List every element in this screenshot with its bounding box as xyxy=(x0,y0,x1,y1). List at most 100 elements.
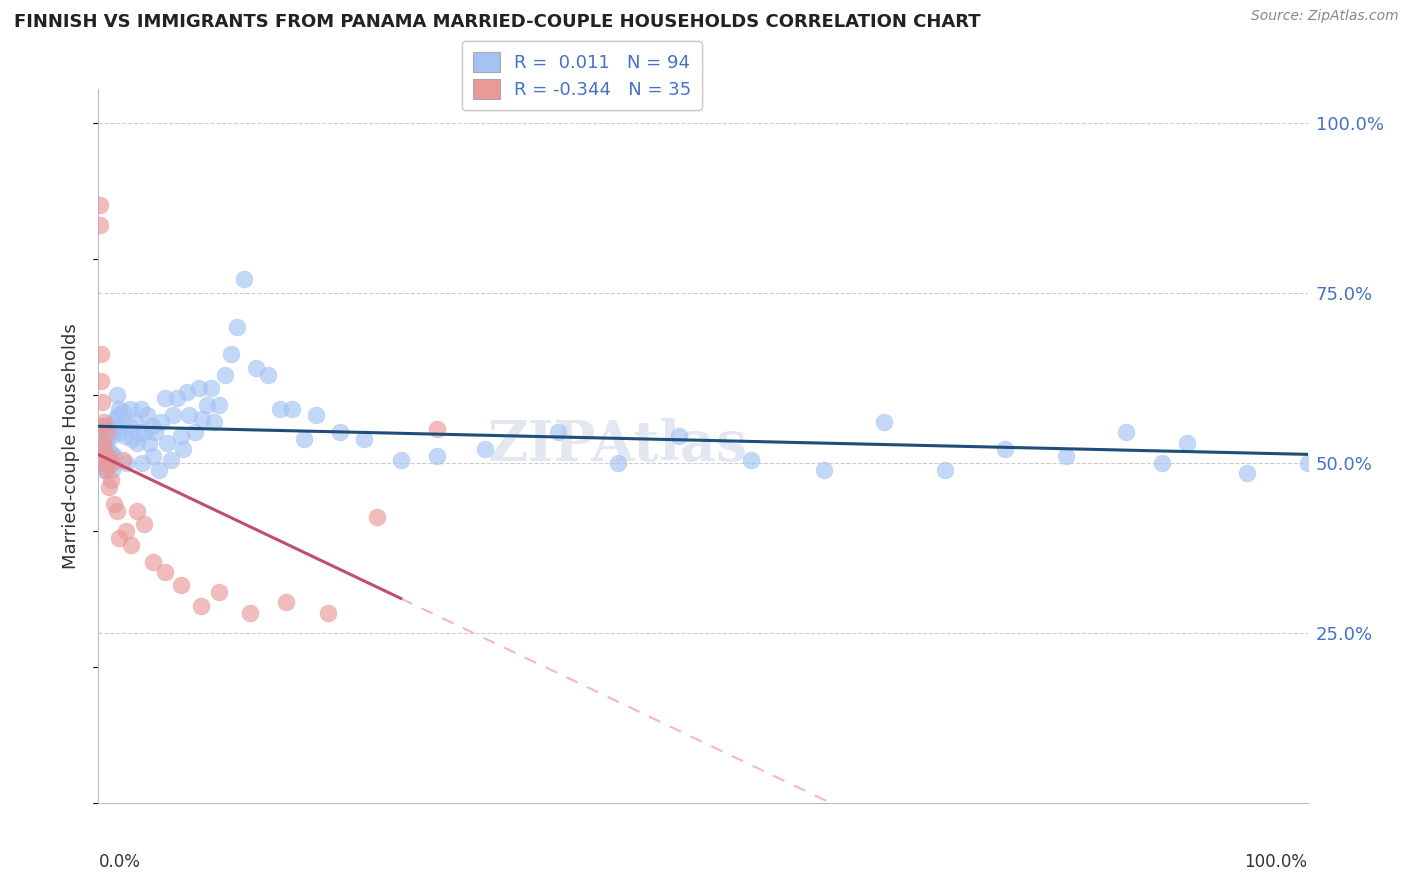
Point xyxy=(256,368,278,382)
Point xyxy=(269,401,291,416)
Point xyxy=(96,456,118,470)
Point xyxy=(127,503,149,517)
Point xyxy=(96,425,118,440)
Point xyxy=(191,412,214,426)
Point xyxy=(100,446,122,460)
Point xyxy=(190,599,212,613)
Point xyxy=(118,418,141,433)
Point xyxy=(1115,425,1137,440)
Y-axis label: Married-couple Households: Married-couple Households xyxy=(62,323,80,569)
Point xyxy=(100,456,122,470)
Text: Source: ZipAtlas.com: Source: ZipAtlas.com xyxy=(1251,9,1399,23)
Point xyxy=(103,497,125,511)
Point xyxy=(101,418,124,433)
Point xyxy=(934,463,956,477)
Point xyxy=(97,449,120,463)
Point xyxy=(127,425,149,440)
Point xyxy=(184,425,207,440)
Point xyxy=(98,446,121,460)
Point xyxy=(89,198,111,212)
Point xyxy=(89,439,111,453)
Point xyxy=(124,415,146,429)
Point xyxy=(108,531,131,545)
Point xyxy=(143,425,166,440)
Point xyxy=(150,415,173,429)
Point xyxy=(110,418,132,433)
Point xyxy=(93,442,115,457)
Point xyxy=(316,606,339,620)
Point xyxy=(204,415,226,429)
Point xyxy=(169,429,191,443)
Point xyxy=(100,429,122,443)
Point xyxy=(426,422,449,436)
Text: 0.0%: 0.0% xyxy=(98,853,141,871)
Point xyxy=(221,347,243,361)
Legend: R =  0.011   N = 94, R = -0.344   N = 35: R = 0.011 N = 94, R = -0.344 N = 35 xyxy=(461,41,703,110)
Point xyxy=(111,452,134,467)
Point xyxy=(813,463,835,477)
Point xyxy=(97,429,120,443)
Point xyxy=(232,272,254,286)
Point xyxy=(89,218,111,232)
Point xyxy=(274,595,297,609)
Point xyxy=(131,456,153,470)
Point xyxy=(153,565,176,579)
Point xyxy=(129,401,152,416)
Point xyxy=(148,463,170,477)
Text: 100.0%: 100.0% xyxy=(1244,853,1308,871)
Point xyxy=(105,503,128,517)
Point xyxy=(172,442,194,457)
Point xyxy=(214,368,236,382)
Text: FINNISH VS IMMIGRANTS FROM PANAMA MARRIED-COUPLE HOUSEHOLDS CORRELATION CHART: FINNISH VS IMMIGRANTS FROM PANAMA MARRIE… xyxy=(14,13,981,31)
Point xyxy=(292,432,315,446)
Point xyxy=(245,360,267,375)
Point xyxy=(1236,466,1258,480)
Point xyxy=(169,578,191,592)
Point xyxy=(115,456,138,470)
Point xyxy=(114,429,136,443)
Point xyxy=(208,398,231,412)
Point xyxy=(100,473,122,487)
Point xyxy=(305,409,328,423)
Point xyxy=(195,398,218,412)
Point xyxy=(93,415,115,429)
Point xyxy=(96,442,118,457)
Point xyxy=(107,409,129,423)
Point xyxy=(994,442,1017,457)
Point xyxy=(91,459,114,474)
Point xyxy=(607,456,630,470)
Point xyxy=(120,537,142,551)
Point xyxy=(135,409,157,423)
Point xyxy=(226,320,249,334)
Point xyxy=(329,425,352,440)
Point xyxy=(1054,449,1077,463)
Point xyxy=(91,418,114,433)
Point xyxy=(121,432,143,446)
Point xyxy=(474,442,496,457)
Point xyxy=(93,425,115,440)
Point xyxy=(1175,435,1198,450)
Point xyxy=(127,435,149,450)
Point xyxy=(108,401,131,416)
Point xyxy=(91,456,114,470)
Point xyxy=(200,381,222,395)
Point xyxy=(93,449,115,463)
Point xyxy=(187,381,209,395)
Point xyxy=(93,463,115,477)
Point xyxy=(90,347,112,361)
Point xyxy=(134,425,156,440)
Point xyxy=(90,429,112,443)
Point xyxy=(98,480,121,494)
Point xyxy=(156,435,179,450)
Point xyxy=(160,452,183,467)
Point xyxy=(90,449,112,463)
Point xyxy=(426,449,449,463)
Point xyxy=(1296,456,1319,470)
Point xyxy=(94,463,117,477)
Point xyxy=(104,412,127,426)
Point xyxy=(91,394,114,409)
Point xyxy=(115,524,138,538)
Point xyxy=(118,401,141,416)
Point xyxy=(108,425,131,440)
Point xyxy=(162,409,184,423)
